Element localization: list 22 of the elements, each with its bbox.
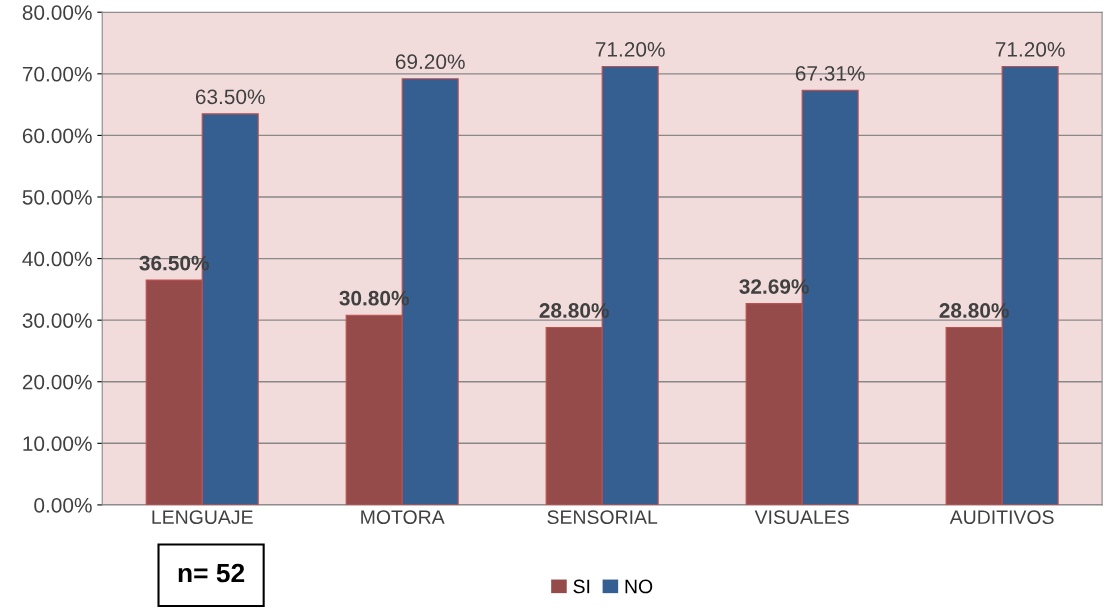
x-tick-label: SENSORIAL — [547, 510, 658, 525]
y-tick-label: 80.00% — [22, 5, 92, 20]
y-tick-label: 20.00% — [22, 374, 92, 390]
data-label: 71.20% — [595, 42, 665, 57]
y-tick-label: 40.00% — [22, 251, 92, 267]
y-tick-label: 30.00% — [22, 313, 92, 328]
data-label: 69.20% — [395, 54, 465, 70]
legend-label: SI — [573, 579, 590, 594]
y-tick-label: 60.00% — [22, 128, 92, 144]
y-tick-label: 0.00% — [34, 497, 92, 513]
x-tick-label: VISUALES — [754, 510, 849, 525]
y-tick-label: 50.00% — [22, 189, 92, 205]
text: n= 52 — [178, 563, 245, 583]
data-label: 67.31% — [795, 65, 865, 81]
x-tick-label: MOTORA — [361, 510, 445, 525]
x-tick-label: LENGUAJE — [152, 510, 253, 525]
data-label: 71.20% — [995, 42, 1065, 57]
data-label: 63.50% — [195, 89, 265, 105]
y-tick-label: 10.00% — [23, 436, 92, 452]
x-tick-label: AUDITIVOS — [949, 510, 1054, 525]
legend-label: NO — [625, 579, 653, 594]
y-tick-label: 70.00% — [22, 66, 92, 82]
